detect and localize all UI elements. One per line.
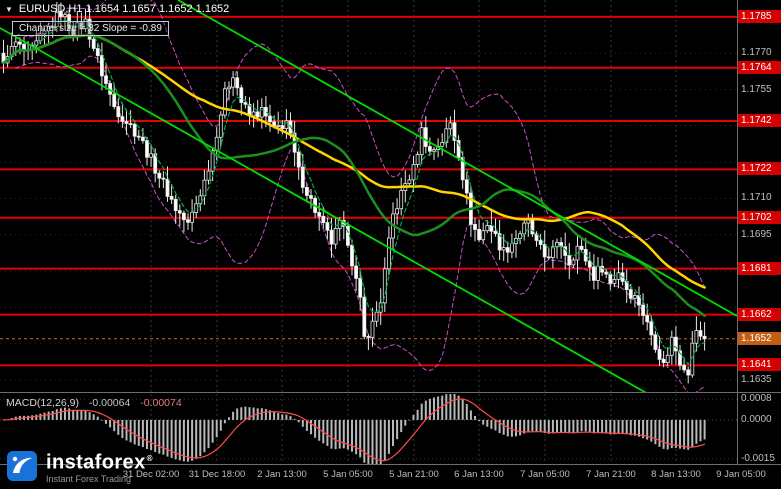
- time-tick-label: 31 Dec 18:00: [188, 469, 246, 480]
- macd-tick-label: 0.0008: [741, 393, 772, 405]
- macd-signal-value: -0.00074: [140, 397, 182, 409]
- macd-histogram-value: -0.00064: [88, 397, 131, 409]
- chart-title: EURUSD,H1 1.1654 1.1657 1.1652 1.1652: [18, 3, 230, 15]
- moving-averages: [2, 19, 706, 365]
- instaforex-logo-icon: [7, 450, 37, 481]
- registered-mark: ®: [146, 454, 153, 463]
- price-axis-separator: [737, 0, 738, 464]
- price-level-badge: 1.1764: [738, 60, 781, 74]
- chart-header: ▼ EURUSD,H1 1.1654 1.1657 1.1652 1.1652: [5, 3, 229, 15]
- channel-info-label[interactable]: Channel size = 32 Slope = -0.89: [12, 21, 169, 36]
- macd-signal-line: [2, 398, 706, 462]
- time-tick-label: 2 Jan 13:00: [257, 469, 307, 480]
- instaforex-logo: instaforex® Instant Forex Trading: [6, 448, 153, 484]
- macd-indicator-label: MACD(12,26,9) -0.00064 -0.00074: [6, 397, 182, 409]
- price-tick-label: 1.1635: [741, 373, 772, 385]
- time-tick-label: 6 Jan 13:00: [454, 469, 504, 480]
- price-level-badge: 1.1662: [738, 307, 781, 321]
- price-tick-label: 1.1755: [741, 83, 772, 95]
- time-tick-label: 5 Jan 21:00: [389, 469, 439, 480]
- price-level-badge: 1.1722: [738, 162, 781, 176]
- time-axis-separator: [0, 464, 781, 465]
- time-tick-label: 9 Jan 05:00: [716, 469, 766, 480]
- time-axis[interactable]: 31 Dec 02:00 31 Dec 18:00 2 Jan 13:00 5 Jan…: [0, 465, 781, 489]
- time-tick-label: 7 Jan 05:00: [520, 469, 570, 480]
- price-level-badge: 1.1742: [738, 114, 781, 127]
- price-tick-label: 1.1770: [741, 47, 772, 59]
- macd-name: MACD(12,26,9): [6, 397, 79, 409]
- macd-panel-canvas[interactable]: [0, 394, 737, 464]
- price-level-badge: 1.1681: [738, 261, 781, 275]
- time-tick-label: 7 Jan 21:00: [586, 469, 636, 480]
- macd-tick-label: -0.0015: [741, 452, 775, 464]
- price-tick-label: 1.1695: [741, 228, 772, 240]
- time-tick-label: 8 Jan 13:00: [651, 469, 701, 480]
- panel-splitter[interactable]: [0, 392, 781, 393]
- price-level-badge: 1.1702: [738, 210, 781, 224]
- collapse-chart-icon[interactable]: ▼: [5, 4, 13, 14]
- current-price-badge: 1.1652: [738, 331, 781, 345]
- price-level-badge: 1.1641: [738, 358, 781, 372]
- price-chart-canvas[interactable]: [0, 0, 737, 392]
- macd-tick-label: 0.0000: [741, 413, 772, 425]
- price-axis[interactable]: 1.1770 1.1755 1.1710 1.1695 1.1635 1.1785 1.17…: [738, 0, 781, 464]
- brand-name: instaforex®: [46, 451, 153, 474]
- time-tick-label: 5 Jan 05:00: [323, 469, 373, 480]
- brand-tagline: Instant Forex Trading: [46, 473, 132, 484]
- price-tick-label: 1.1710: [741, 192, 772, 204]
- regression-channel-lines[interactable]: [0, 0, 737, 392]
- instaforex-logo-text: instaforex® Instant Forex Trading: [46, 448, 153, 484]
- bollinger-bands: [15, 0, 706, 392]
- price-level-badge: 1.1785: [738, 9, 781, 23]
- time-tick-label: 31 Dec 02:00: [122, 469, 180, 480]
- candles: [1, 2, 707, 384]
